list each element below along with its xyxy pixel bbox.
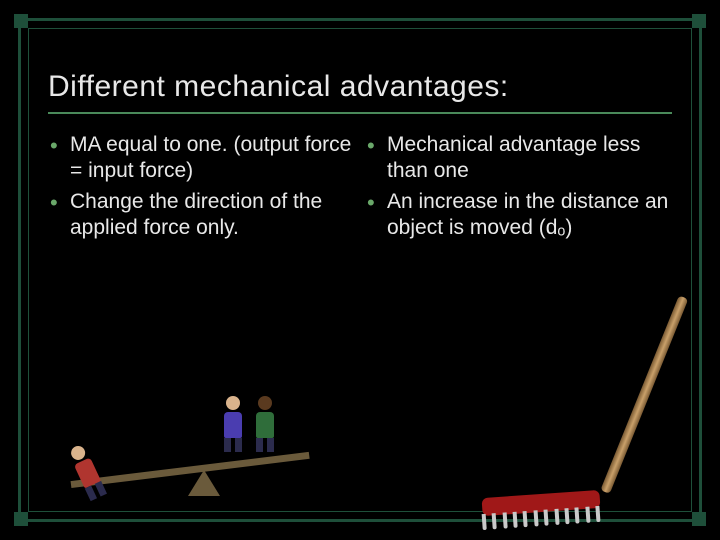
rake-illustration [460, 298, 660, 518]
right-column: Mechanical advantage less than one An in… [365, 132, 672, 245]
frame-corner [14, 14, 28, 28]
bullet-item: Change the direction of the applied forc… [48, 189, 355, 242]
slide-title: Different mechanical advantages: [48, 70, 680, 104]
bullet-item: Mechanical advantage less than one [365, 132, 672, 185]
frame-corner [692, 14, 706, 28]
title-underline [48, 112, 672, 114]
frame-corner [14, 512, 28, 526]
bullet-item: MA equal to one. (output force = input f… [48, 132, 355, 185]
frame-corner [692, 512, 706, 526]
left-column: MA equal to one. (output force = input f… [48, 132, 355, 245]
image-area [40, 332, 680, 512]
lever-illustration [70, 372, 320, 502]
bullet-item: An increase in the distance an object is… [365, 189, 672, 242]
columns: MA equal to one. (output force = input f… [40, 132, 680, 245]
